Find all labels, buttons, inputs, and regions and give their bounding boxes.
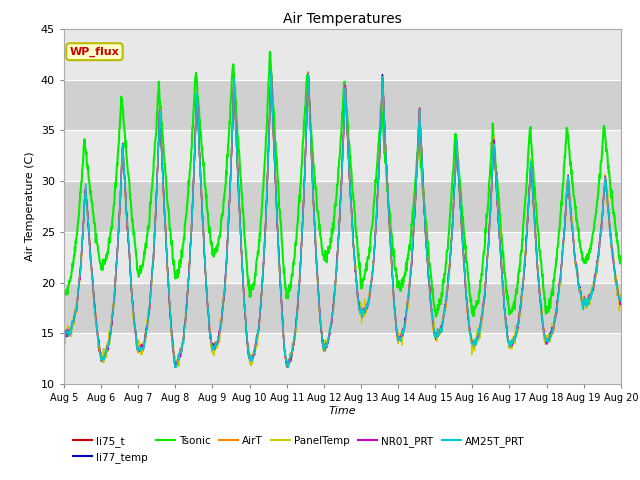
AM25T_PRT (502, 324, 510, 329)
li77_temp (60, 333, 68, 338)
li77_temp (502, 324, 510, 330)
li75_t (246, 354, 254, 360)
li75_t (267, 69, 275, 74)
AirT (304, 69, 312, 75)
li75_t (552, 313, 559, 319)
li77_temp (617, 297, 625, 302)
li77_temp (184, 288, 191, 294)
NR01_PRT (246, 354, 254, 360)
PanelTemp (172, 364, 179, 370)
Title: Air Temperatures: Air Temperatures (283, 12, 402, 26)
NR01_PRT (172, 364, 179, 370)
AirT (552, 315, 559, 321)
NR01_PRT (267, 68, 275, 73)
li77_temp (552, 316, 559, 322)
AM25T_PRT (60, 330, 68, 336)
PanelTemp (170, 361, 178, 367)
Tsonic (170, 266, 178, 272)
Line: Tsonic: Tsonic (64, 52, 621, 317)
Tsonic (552, 264, 559, 270)
Bar (64, 232, 621, 283)
Bar (64, 283, 621, 333)
AirT (284, 364, 291, 370)
NR01_PRT (60, 330, 68, 336)
NR01_PRT (502, 320, 510, 326)
Bar (64, 29, 621, 80)
Text: WP_flux: WP_flux (70, 47, 119, 57)
AM25T_PRT (267, 68, 275, 73)
PanelTemp (267, 72, 275, 77)
Y-axis label: Air Temperature (C): Air Temperature (C) (26, 152, 35, 261)
li75_t (184, 284, 191, 289)
li75_t (60, 330, 68, 336)
NR01_PRT (184, 279, 192, 285)
Bar (64, 130, 621, 181)
Tsonic (432, 314, 440, 320)
PanelTemp (246, 352, 254, 358)
Bar (64, 181, 621, 232)
Tsonic (266, 49, 274, 55)
Legend: li75_t, li77_temp, Tsonic, AirT, PanelTemp, NR01_PRT, AM25T_PRT: li75_t, li77_temp, Tsonic, AirT, PanelTe… (69, 432, 529, 467)
li77_temp (267, 68, 275, 73)
AirT (170, 361, 178, 367)
AM25T_PRT (246, 353, 254, 359)
PanelTemp (184, 280, 192, 286)
Tsonic (429, 293, 437, 299)
AM25T_PRT (172, 365, 179, 371)
Line: AirT: AirT (64, 72, 621, 367)
Tsonic (60, 291, 68, 297)
li75_t (170, 359, 178, 365)
Tsonic (502, 289, 510, 295)
li75_t (502, 321, 510, 326)
AM25T_PRT (184, 283, 192, 289)
li77_temp (429, 322, 437, 328)
AirT (184, 288, 191, 293)
AM25T_PRT (170, 357, 178, 363)
PanelTemp (429, 316, 437, 322)
li75_t (617, 300, 625, 306)
li77_temp (170, 358, 178, 363)
PanelTemp (502, 320, 510, 325)
PanelTemp (617, 291, 625, 297)
AirT (246, 352, 254, 358)
AirT (429, 324, 437, 330)
NR01_PRT (170, 359, 178, 365)
Line: li77_temp: li77_temp (64, 71, 621, 366)
NR01_PRT (552, 312, 559, 318)
Line: AM25T_PRT: AM25T_PRT (64, 71, 621, 368)
Line: PanelTemp: PanelTemp (64, 74, 621, 367)
X-axis label: Time: Time (328, 406, 356, 416)
PanelTemp (552, 312, 559, 318)
AM25T_PRT (617, 298, 625, 304)
Tsonic (246, 289, 254, 295)
NR01_PRT (617, 300, 625, 306)
Tsonic (184, 192, 191, 198)
li75_t (284, 365, 291, 371)
NR01_PRT (429, 325, 437, 331)
AirT (502, 325, 510, 331)
li77_temp (283, 363, 291, 369)
Tsonic (617, 258, 625, 264)
li77_temp (246, 356, 254, 361)
AM25T_PRT (552, 313, 559, 319)
Line: NR01_PRT: NR01_PRT (64, 71, 621, 367)
PanelTemp (60, 330, 68, 336)
li75_t (429, 324, 437, 330)
AM25T_PRT (429, 324, 437, 330)
AirT (617, 300, 625, 306)
Bar (64, 333, 621, 384)
Line: li75_t: li75_t (64, 72, 621, 368)
AirT (60, 326, 68, 332)
Bar (64, 80, 621, 130)
